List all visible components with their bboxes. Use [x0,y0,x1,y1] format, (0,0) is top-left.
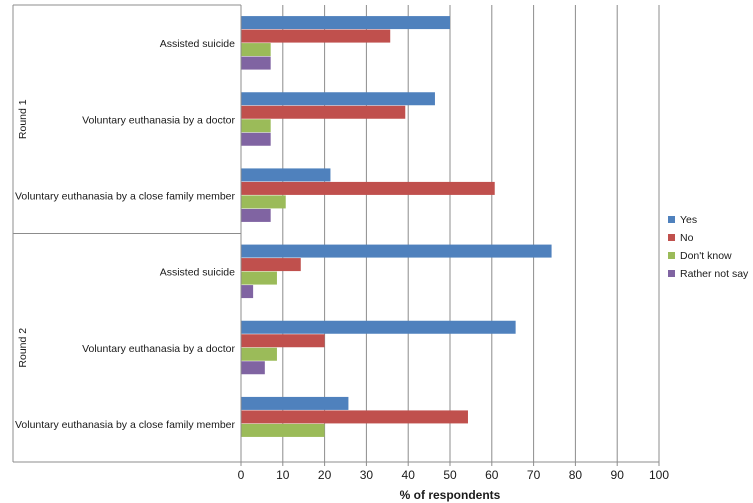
category-label: Assisted suicide [160,267,235,279]
bar-no [241,334,325,348]
legend-label: Don't know [680,250,732,262]
x-tick-label: 20 [318,468,332,482]
x-tick-label: 80 [569,468,583,482]
bar-yes [241,16,450,30]
x-tick-label: 40 [402,468,416,482]
x-tick-label: 100 [649,468,669,482]
bar-no [241,29,391,43]
legend-label: Yes [680,214,697,226]
category-label: Assisted suicide [160,38,235,50]
x-tick-label: 70 [527,468,541,482]
bar-rather-not-say [241,132,271,146]
bar-yes [241,168,331,182]
x-tick-label: 30 [360,468,374,482]
bar-no [241,258,301,272]
bars [241,16,552,437]
bar-no [241,105,406,119]
bar-no [241,410,468,424]
category-label: Voluntary euthanasia by a close family m… [15,190,236,202]
bar-rather-not-say [241,285,254,299]
bar-rather-not-say [241,361,265,375]
bar-don-t-know [241,195,286,209]
legend-label: No [680,232,694,244]
bar-yes [241,92,435,106]
bar-yes [241,320,516,334]
bar-don-t-know [241,119,271,133]
legend-swatch [668,216,675,223]
legend-swatch [668,252,675,259]
x-axis-title: % of respondents [400,488,501,502]
legend-swatch [668,234,675,241]
bar-yes [241,396,349,410]
x-tick-label: 90 [611,468,625,482]
category-label: Voluntary euthanasia by a close family m… [15,419,236,431]
bar-yes [241,244,552,258]
category-labels: Assisted suicide Voluntary euthanasia by … [15,38,236,431]
x-tick-labels: 0 10 20 30 40 50 60 70 80 90 100 [238,468,670,482]
bar-no [241,181,495,195]
category-label: Voluntary euthanasia by a doctor [82,343,235,355]
group-label: Round 1 [17,99,29,139]
axis-frame [12,4,660,466]
legend: Yes No Don't know Rather not say [668,214,749,280]
bar-don-t-know [241,43,271,57]
bar-rather-not-say [241,56,271,70]
x-tick-label: 0 [238,468,245,482]
category-label: Voluntary euthanasia by a doctor [82,114,235,126]
x-tick-label: 60 [485,468,499,482]
bar-don-t-know [241,423,325,437]
group-label: Round 2 [17,328,29,368]
bar-don-t-know [241,271,277,285]
bar-don-t-know [241,347,277,361]
legend-label: Rather not say [680,268,749,280]
x-tick-label: 10 [276,468,290,482]
grid-lines [282,5,660,462]
x-tick-label: 50 [443,468,457,482]
legend-swatch [668,270,675,277]
bar-rather-not-say [241,208,271,222]
